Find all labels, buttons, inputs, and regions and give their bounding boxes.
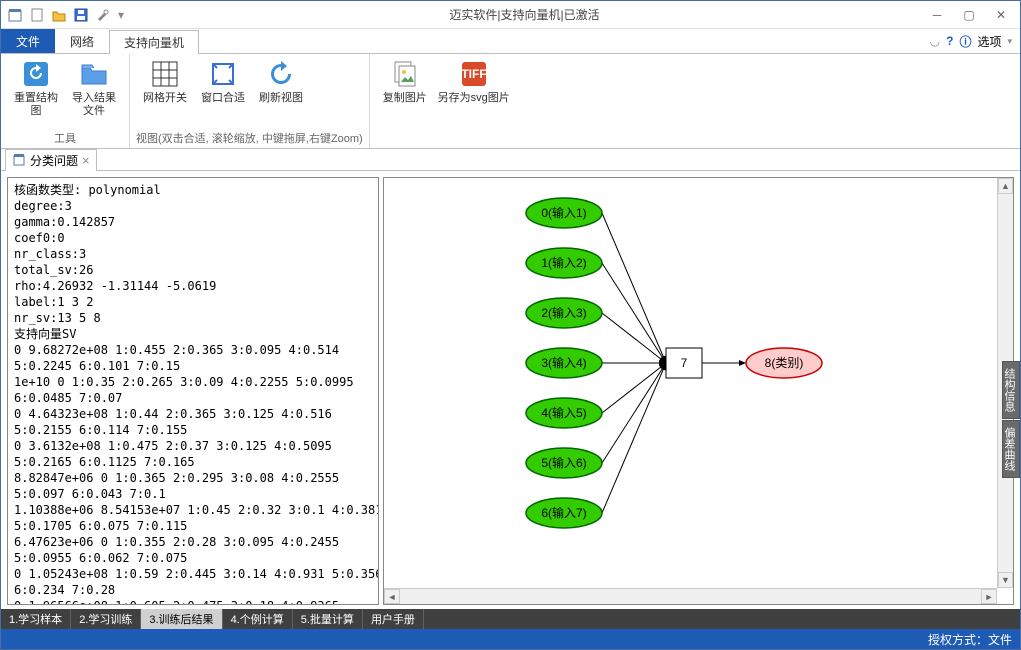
ribbon-save-svg[interactable]: TIFF 另存为svg图片 bbox=[434, 56, 514, 107]
scroll-down-icon[interactable]: ▼ bbox=[998, 572, 1013, 588]
side-tabs: 结构信息 偏差曲线 bbox=[1002, 361, 1020, 479]
scroll-right-icon[interactable]: ► bbox=[981, 589, 997, 604]
network-graph[interactable]: 0(输入1) 1(输入2) 2(输入3) 3(输入4) 4(输入5) 5(输入6) 6(输入… bbox=[384, 178, 997, 588]
refresh-icon bbox=[20, 58, 52, 90]
content-area: 核函数类型: polynomial degree:3 gamma:0.14285… bbox=[1, 171, 1020, 609]
qat-tools-icon[interactable] bbox=[93, 5, 113, 25]
svm-text-output[interactable]: 核函数类型: polynomial degree:3 gamma:0.14285… bbox=[8, 178, 378, 604]
minimize-button[interactable]: ─ bbox=[922, 5, 952, 25]
right-graph-panel: 0(输入1) 1(输入2) 2(输入3) 3(输入4) 4(输入5) 5(输入6) 6(输入… bbox=[383, 177, 1014, 605]
ribbon-grid-toggle[interactable]: 网格开关 bbox=[136, 56, 194, 107]
qat-dropdown-icon[interactable]: ▾ bbox=[115, 5, 127, 25]
document-tabs: 分类问题 × bbox=[1, 149, 1020, 171]
folder-open-icon bbox=[78, 58, 110, 90]
bottom-tab-5[interactable]: 5.批量计算 bbox=[293, 609, 363, 629]
tiff-icon: TIFF bbox=[458, 58, 490, 90]
ribbon-copy-image[interactable]: 复制图片 bbox=[376, 56, 434, 107]
info-icon[interactable]: ⓘ bbox=[959, 33, 971, 50]
svg-text:1(输入2): 1(输入2) bbox=[541, 255, 586, 270]
svg-text:4(输入5): 4(输入5) bbox=[541, 405, 586, 420]
maximize-button[interactable]: ▢ bbox=[954, 5, 984, 25]
bottom-tabs: 1.学习样本 2.学习训练 3.训练后结果 4.个例计算 5.批量计算 用户手册 bbox=[1, 609, 1020, 629]
ribbon-tab-network[interactable]: 网络 bbox=[55, 29, 109, 53]
group-caption-tools: 工具 bbox=[7, 128, 123, 148]
qat-save-icon[interactable] bbox=[71, 5, 91, 25]
ribbon-refresh-view[interactable]: 刷新视图 bbox=[252, 56, 310, 107]
ribbon-group-export: 复制图片 TIFF 另存为svg图片 bbox=[370, 54, 520, 148]
app-window: ▾ 迈实软件|支持向量机|已激活 ─ ▢ ✕ 文件 网络 支持向量机 ◡ ? ⓘ… bbox=[0, 0, 1021, 650]
ribbon-minimize-icon[interactable]: ◡ bbox=[930, 34, 940, 48]
left-text-panel: 核函数类型: polynomial degree:3 gamma:0.14285… bbox=[7, 177, 379, 605]
svg-text:0(输入1): 0(输入1) bbox=[541, 205, 586, 220]
app-icon[interactable] bbox=[5, 5, 25, 25]
status-text: 授权方式：文件 bbox=[928, 631, 1012, 648]
copy-image-icon bbox=[389, 58, 421, 90]
window-title: 迈实软件|支持向量机|已激活 bbox=[127, 6, 922, 23]
ribbon-tab-file[interactable]: 文件 bbox=[1, 29, 55, 53]
ribbon-body: 重置结构图 导入结果文件 工具 网格开关 窗口合适 刷新视图 视图(双击合适, bbox=[1, 53, 1020, 149]
titlebar: ▾ 迈实软件|支持向量机|已激活 ─ ▢ ✕ bbox=[1, 1, 1020, 29]
ribbon-group-tools: 重置结构图 导入结果文件 工具 bbox=[1, 54, 130, 148]
ribbon-help-area: ◡ ? ⓘ 选项 ▾ bbox=[930, 29, 1020, 53]
hscroll-track[interactable] bbox=[400, 589, 981, 604]
ribbon-reset-structure[interactable]: 重置结构图 bbox=[7, 56, 65, 120]
doc-tab-classification[interactable]: 分类问题 × bbox=[5, 149, 97, 171]
help-icon[interactable]: ? bbox=[946, 34, 953, 48]
doc-tab-label: 分类问题 bbox=[30, 152, 78, 169]
horizontal-scrollbar[interactable]: ◄ ► bbox=[384, 588, 997, 604]
refresh-view-icon bbox=[265, 58, 297, 90]
svg-text:6(输入7): 6(输入7) bbox=[541, 505, 586, 520]
window-controls: ─ ▢ ✕ bbox=[922, 5, 1016, 25]
bottom-tab-1[interactable]: 1.学习样本 bbox=[1, 609, 71, 629]
svg-text:5(输入6): 5(输入6) bbox=[541, 455, 586, 470]
close-button[interactable]: ✕ bbox=[986, 5, 1016, 25]
ribbon-import-result[interactable]: 导入结果文件 bbox=[65, 56, 123, 120]
bottom-tab-6[interactable]: 用户手册 bbox=[363, 609, 424, 629]
svg-text:TIFF: TIFF bbox=[461, 67, 486, 81]
bottom-tab-4[interactable]: 4.个例计算 bbox=[223, 609, 293, 629]
doc-tab-close-icon[interactable]: × bbox=[82, 153, 90, 168]
ribbon-tab-svm[interactable]: 支持向量机 bbox=[109, 30, 199, 54]
status-bar: 授权方式：文件 bbox=[1, 629, 1020, 649]
ribbon-fit-window[interactable]: 窗口合适 bbox=[194, 56, 252, 107]
scroll-up-icon[interactable]: ▲ bbox=[998, 178, 1013, 194]
svg-text:8(类别): 8(类别) bbox=[765, 356, 804, 370]
options-link[interactable]: 选项 bbox=[977, 33, 1001, 50]
side-tab-structure[interactable]: 结构信息 bbox=[1002, 361, 1020, 419]
bottom-tab-2[interactable]: 2.学习训练 bbox=[71, 609, 141, 629]
grid-icon bbox=[149, 58, 181, 90]
options-dropdown-icon[interactable]: ▾ bbox=[1007, 36, 1012, 47]
ribbon-tabs: 文件 网络 支持向量机 ◡ ? ⓘ 选项 ▾ bbox=[1, 29, 1020, 53]
side-tab-error[interactable]: 偏差曲线 bbox=[1002, 420, 1020, 478]
svg-text:2(输入3): 2(输入3) bbox=[541, 305, 586, 320]
bottom-tab-3[interactable]: 3.训练后结果 bbox=[141, 609, 222, 629]
scroll-left-icon[interactable]: ◄ bbox=[384, 589, 400, 604]
qat-open-icon[interactable] bbox=[49, 5, 69, 25]
fit-icon bbox=[207, 58, 239, 90]
ribbon-group-view: 网格开关 窗口合适 刷新视图 视图(双击合适, 滚轮缩放, 中键拖屏,右键Zoo… bbox=[130, 54, 370, 148]
svg-text:3(输入4): 3(输入4) bbox=[541, 355, 586, 370]
doc-tab-icon bbox=[12, 153, 26, 167]
quick-access-toolbar: ▾ bbox=[5, 5, 127, 25]
svg-text:7: 7 bbox=[681, 356, 688, 370]
qat-new-icon[interactable] bbox=[27, 5, 47, 25]
group-caption-view: 视图(双击合适, 滚轮缩放, 中键拖屏,右键Zoom) bbox=[136, 128, 363, 148]
